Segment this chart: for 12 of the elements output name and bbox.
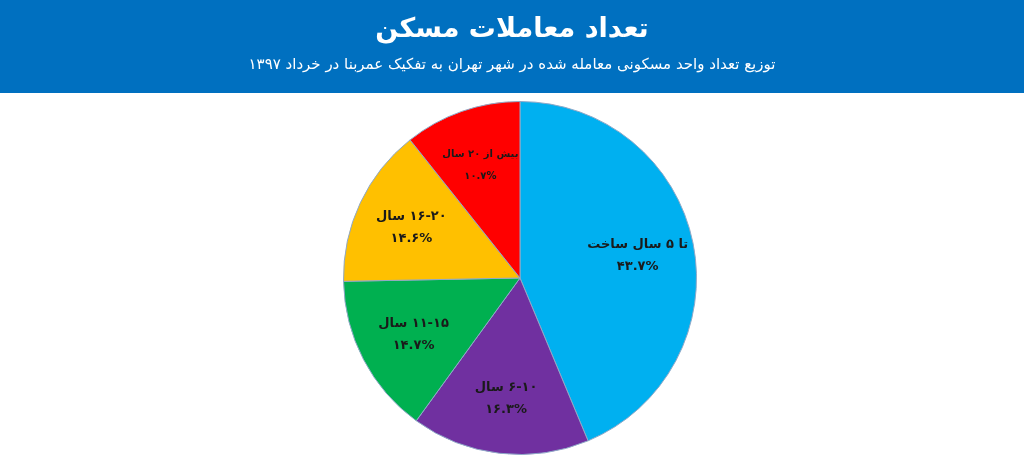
data-label: ۱۰.۷% xyxy=(464,170,497,182)
data-label: ۴۳.۷% xyxy=(616,257,659,273)
slice-label: بیش از ۲۰ سال xyxy=(442,148,519,161)
slice-label: ۱۶-۲۰ سال xyxy=(376,208,447,224)
chart-subtitle: توزیع تعداد واحد مسکونی معامله شده در شهر تهران به تفکیک عمربنا در خرداد ۱۳۹۷ xyxy=(247,55,777,73)
data-label: ۱۴.۷% xyxy=(392,336,435,352)
data-label: ۱۴.۶% xyxy=(390,230,433,246)
slice-label: تا ۵ سال ساخت xyxy=(587,235,689,251)
data-label: ۱۶.۳% xyxy=(485,400,527,416)
slice-label: ۶-۱۰ سال xyxy=(474,378,538,394)
slice-label: ۱۱-۱۵ سال xyxy=(378,314,449,330)
chart-title: تعداد معاملات مسکن xyxy=(374,11,650,43)
